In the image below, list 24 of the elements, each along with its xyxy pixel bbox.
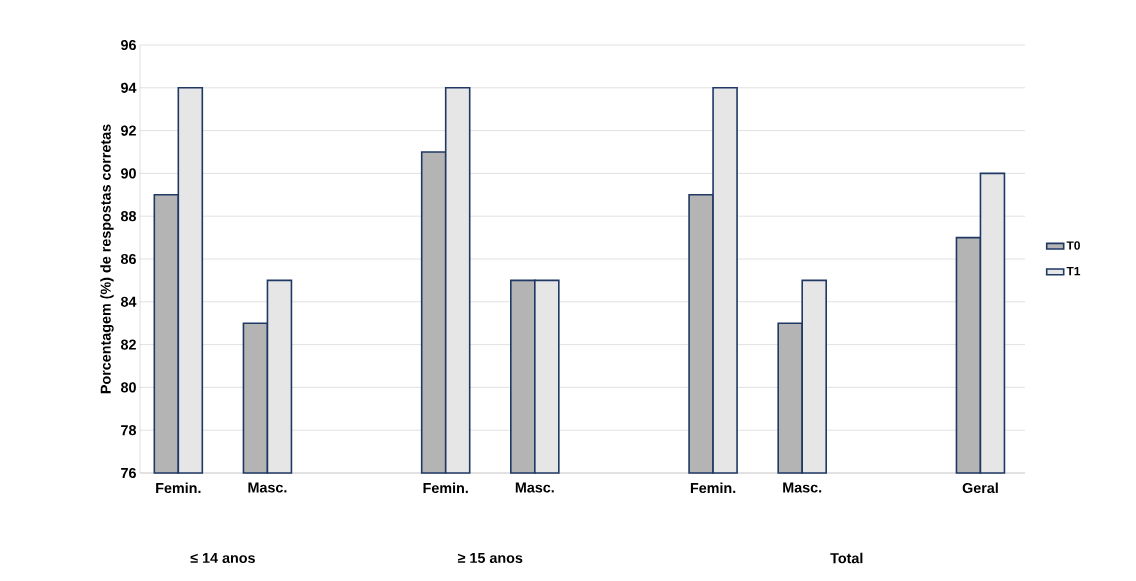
legend-label: T1 bbox=[1066, 267, 1081, 276]
y-tick-label: 94 bbox=[121, 82, 137, 93]
y-tick-label: 96 bbox=[121, 39, 136, 51]
y-tick-label: 82 bbox=[120, 339, 136, 350]
x-tick-label: Masc. bbox=[515, 482, 554, 493]
y-axis-title: Porcentagem (%) de respostas corretas bbox=[100, 124, 114, 394]
x-tick-label: Masc. bbox=[783, 482, 822, 493]
text: ≤ 14 anos bbox=[190, 552, 255, 564]
y-tick-label: 76 bbox=[121, 467, 136, 479]
y-tick-label: 80 bbox=[120, 382, 136, 393]
text: ≥ 15 anos bbox=[457, 552, 523, 564]
x-tick-label: Femin. bbox=[423, 482, 468, 494]
y-tick-label: 88 bbox=[120, 211, 137, 222]
y-tick-label: 84 bbox=[120, 296, 137, 307]
y-tick-label: 90 bbox=[121, 168, 136, 179]
x-tick-label: Femin. bbox=[156, 482, 201, 494]
y-tick-label: 78 bbox=[121, 425, 137, 436]
x-tick-label: Geral bbox=[962, 482, 998, 494]
text: Total bbox=[830, 552, 863, 564]
x-tick-label: Masc. bbox=[248, 482, 287, 493]
legend-label: T0 bbox=[1066, 241, 1080, 250]
y-tick-label: 92 bbox=[121, 125, 136, 136]
x-tick-label: Femin. bbox=[690, 482, 736, 494]
y-tick-label: 86 bbox=[120, 253, 136, 265]
